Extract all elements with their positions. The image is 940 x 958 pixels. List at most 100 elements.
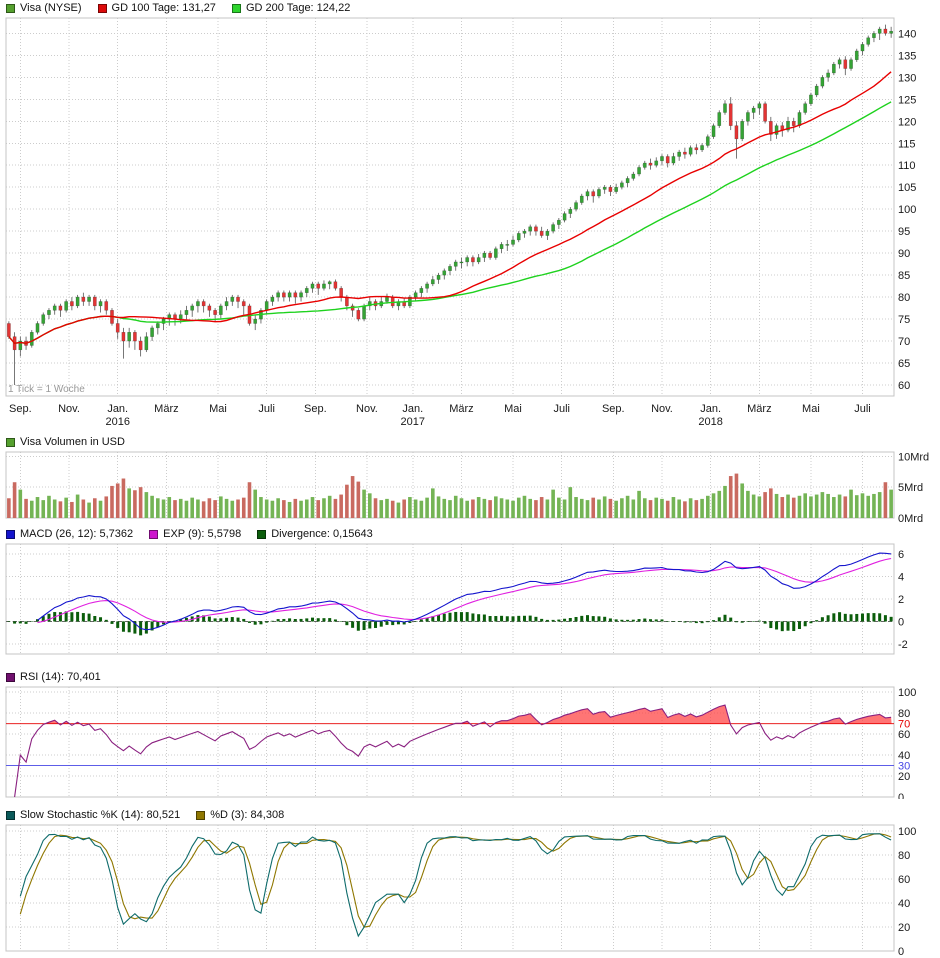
svg-text:85: 85 <box>898 270 910 282</box>
svg-text:80: 80 <box>898 708 910 720</box>
gd200-swatch-icon <box>231 3 241 13</box>
svg-text:40: 40 <box>898 750 910 762</box>
stochastic-d-label: %D (3): 84,308 <box>210 809 285 821</box>
svg-text:Nov.: Nov. <box>651 403 673 415</box>
stochastic-d-swatch-icon <box>196 810 206 820</box>
svg-text:Nov.: Nov. <box>58 403 80 415</box>
visa-series-label: Visa (NYSE) <box>20 2 82 14</box>
svg-text:Mai: Mai <box>209 403 227 415</box>
svg-text:2: 2 <box>898 594 904 606</box>
svg-text:135: 135 <box>898 50 916 62</box>
macd-label: MACD (26, 12): 5,7362 <box>20 528 134 540</box>
stochastic-k-swatch-icon <box>6 810 15 820</box>
svg-text:100: 100 <box>898 204 916 216</box>
svg-text:Jan.: Jan. <box>700 403 721 415</box>
legend-item-gd200: GD 200 Tage: 124,22 <box>231 2 351 14</box>
legend-item-gd100: GD 100 Tage: 131,27 <box>97 2 216 14</box>
legend-item-volume: Visa Volumen in USD <box>6 436 125 448</box>
svg-text:2018: 2018 <box>698 416 722 428</box>
svg-text:Juli: Juli <box>258 403 275 415</box>
svg-text:Mai: Mai <box>504 403 522 415</box>
legend-item-stochastic-k: Slow Stochastic %K (14): 80,521 <box>6 809 180 821</box>
stochastic-chart: 100 80 60 40 20 0 <box>5 824 916 957</box>
macd-legend: MACD (26, 12): 5,7362 EXP (9): 5,5798 Di… <box>6 528 373 540</box>
svg-text:115: 115 <box>898 138 916 150</box>
svg-text:75: 75 <box>898 314 910 326</box>
price-candlestick-chart: 140 135 130 125 120 115 110 105 100 95 90 85 80 75 70 6… <box>5 17 916 428</box>
svg-text:Sep.: Sep. <box>602 403 625 415</box>
svg-text:40: 40 <box>898 898 910 910</box>
svg-text:März: März <box>747 403 771 415</box>
svg-text:6: 6 <box>898 549 904 561</box>
svg-text:70: 70 <box>898 719 910 731</box>
svg-text:5Mrd: 5Mrd <box>898 482 923 494</box>
rsi-label: RSI (14): 70,401 <box>20 671 101 683</box>
divergence-swatch-icon <box>257 529 267 539</box>
svg-text:80: 80 <box>898 292 910 304</box>
svg-text:80: 80 <box>898 850 910 862</box>
legend-item-stochastic-d: %D (3): 84,308 <box>196 809 284 821</box>
svg-text:60: 60 <box>898 874 910 886</box>
visa-series-swatch-icon <box>6 3 15 13</box>
svg-text:30: 30 <box>898 761 910 773</box>
svg-text:10Mrd: 10Mrd <box>898 451 929 463</box>
svg-text:90: 90 <box>898 248 910 260</box>
svg-text:0: 0 <box>898 792 904 799</box>
legend-item-rsi: RSI (14): 70,401 <box>6 671 101 683</box>
svg-text:2017: 2017 <box>401 416 425 428</box>
volume-label: Visa Volumen in USD <box>20 436 125 448</box>
svg-text:Jan.: Jan. <box>107 403 128 415</box>
volume-bar-chart: 10Mrd 5Mrd 0Mrd <box>5 451 929 525</box>
svg-text:0: 0 <box>898 616 904 628</box>
svg-text:März: März <box>154 403 178 415</box>
svg-text:110: 110 <box>898 160 916 172</box>
rsi-swatch-icon <box>6 672 15 682</box>
exp-swatch-icon <box>149 529 159 539</box>
svg-text:Sep.: Sep. <box>9 403 32 415</box>
svg-text:Juli: Juli <box>553 403 570 415</box>
svg-text:140: 140 <box>898 28 916 40</box>
gd200-label: GD 200 Tage: 124,22 <box>245 2 351 14</box>
svg-text:20: 20 <box>898 922 910 934</box>
volume-swatch-icon <box>6 437 15 447</box>
exp-label: EXP (9): 5,5798 <box>163 528 242 540</box>
svg-text:95: 95 <box>898 226 910 238</box>
svg-text:1 Tick = 1 Woche: 1 Tick = 1 Woche <box>8 384 85 395</box>
legend-item-visa: Visa (NYSE) <box>6 2 82 14</box>
gd100-swatch-icon <box>97 3 107 13</box>
svg-text:120: 120 <box>898 116 916 128</box>
rsi-chart: 100 80 60 40 20 0 70 30 <box>5 686 916 799</box>
legend-item-divergence: Divergence: 0,15643 <box>257 528 373 540</box>
svg-text:60: 60 <box>898 380 910 392</box>
stochastic-k-label: Slow Stochastic %K (14): 80,521 <box>20 809 181 821</box>
svg-text:Nov.: Nov. <box>356 403 378 415</box>
svg-text:Mai: Mai <box>802 403 820 415</box>
svg-text:2016: 2016 <box>105 416 129 428</box>
macd-swatch-icon <box>6 529 15 539</box>
svg-text:0: 0 <box>898 946 904 957</box>
legend-item-exp: EXP (9): 5,5798 <box>149 528 241 540</box>
svg-text:100: 100 <box>898 826 916 838</box>
gd100-label: GD 100 Tage: 131,27 <box>111 2 216 14</box>
svg-text:Jan.: Jan. <box>402 403 423 415</box>
svg-text:0Mrd: 0Mrd <box>898 513 923 525</box>
svg-text:70: 70 <box>898 336 910 348</box>
svg-text:Juli: Juli <box>854 403 871 415</box>
svg-text:125: 125 <box>898 94 916 106</box>
svg-text:4: 4 <box>898 572 904 584</box>
svg-text:100: 100 <box>898 687 916 699</box>
price-legend: Visa (NYSE) GD 100 Tage: 131,27 GD 200 T… <box>6 2 350 14</box>
svg-text:65: 65 <box>898 358 910 370</box>
svg-text:-2: -2 <box>898 639 908 651</box>
svg-text:130: 130 <box>898 72 916 84</box>
svg-text:März: März <box>449 403 473 415</box>
macd-chart: 6 4 2 0 -2 <box>5 543 908 655</box>
svg-text:20: 20 <box>898 771 910 783</box>
divergence-label: Divergence: 0,15643 <box>271 528 373 540</box>
svg-text:60: 60 <box>898 729 910 741</box>
svg-text:Sep.: Sep. <box>304 403 327 415</box>
rsi-legend: RSI (14): 70,401 <box>6 671 101 683</box>
svg-text:105: 105 <box>898 182 916 194</box>
volume-legend: Visa Volumen in USD <box>6 436 125 448</box>
